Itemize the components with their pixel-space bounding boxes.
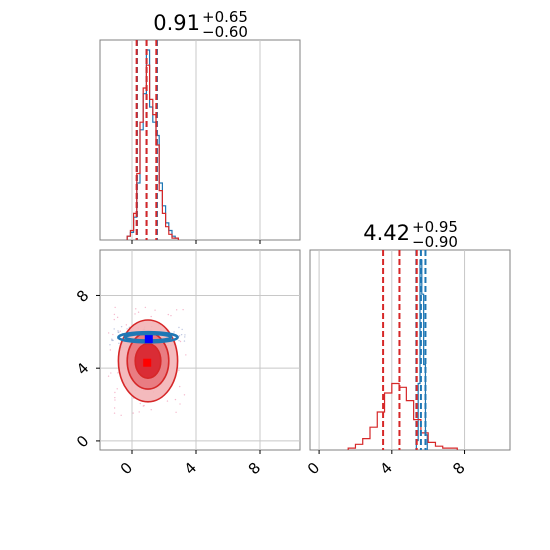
parameter-2-title-value: 4.42 bbox=[363, 221, 410, 245]
sample-point bbox=[120, 414, 122, 417]
sample-point bbox=[113, 313, 116, 316]
sample-point bbox=[119, 330, 121, 332]
sample-point bbox=[135, 308, 137, 310]
sample-point bbox=[111, 339, 113, 342]
sample-point bbox=[114, 306, 116, 309]
sample-point bbox=[139, 402, 141, 405]
sample-point bbox=[114, 391, 116, 394]
parameter-1-title-plus: +0.65 bbox=[202, 8, 248, 26]
panel-frame bbox=[99, 39, 301, 241]
sample-point bbox=[178, 339, 180, 342]
sample-point bbox=[134, 313, 136, 315]
sample-point bbox=[181, 328, 183, 331]
sample-point bbox=[144, 306, 147, 309]
sample-point bbox=[179, 403, 181, 405]
sample-point bbox=[113, 407, 116, 409]
sample-point bbox=[107, 332, 110, 334]
sample-point bbox=[182, 308, 184, 311]
x-tick-label: 4 bbox=[181, 459, 200, 478]
y-tick-label: 4 bbox=[73, 359, 92, 378]
sample-point bbox=[178, 335, 181, 337]
sample-point bbox=[183, 394, 186, 396]
sample-point bbox=[179, 340, 182, 343]
sample-point bbox=[125, 324, 128, 326]
sample-point bbox=[117, 330, 119, 332]
sample-point bbox=[116, 388, 118, 390]
sample-point bbox=[138, 411, 140, 413]
sample-point bbox=[170, 314, 172, 317]
histogram-panel-parameter-2: 0 4 8 4.42 +0.95 −0.90 bbox=[304, 218, 511, 478]
x-tick-label: 8 bbox=[449, 459, 468, 478]
y-tick-label: 8 bbox=[73, 286, 92, 305]
sample-point bbox=[110, 372, 112, 374]
sample-point bbox=[113, 328, 115, 330]
x-tick-label: 0 bbox=[117, 459, 136, 478]
parameter-2-title-minus: −0.90 bbox=[412, 233, 458, 251]
sample-point bbox=[113, 412, 116, 414]
sample-point bbox=[183, 340, 186, 342]
sample-point bbox=[167, 313, 170, 316]
sample-point bbox=[154, 309, 156, 311]
sample-point bbox=[116, 316, 119, 319]
parameter-2-title-plus: +0.95 bbox=[412, 218, 458, 236]
sample-point bbox=[118, 331, 120, 334]
x-tick-label: 4 bbox=[377, 459, 396, 478]
sample-point bbox=[114, 396, 116, 399]
sample-point bbox=[175, 309, 178, 311]
sample-point bbox=[114, 399, 116, 401]
sample-point bbox=[184, 336, 186, 338]
sample-point bbox=[173, 331, 175, 333]
y-tick-label: 0 bbox=[73, 432, 92, 451]
histogram-series-b bbox=[126, 64, 179, 240]
parameter-1-title-value: 0.91 bbox=[153, 11, 200, 35]
sample-point bbox=[107, 375, 110, 377]
sample-point bbox=[184, 334, 186, 336]
sample-point bbox=[120, 325, 123, 328]
x-tick-label: 0 bbox=[304, 459, 323, 478]
sample-point bbox=[174, 398, 177, 401]
sample-point bbox=[126, 328, 128, 330]
sample-point bbox=[112, 333, 114, 336]
sample-point bbox=[118, 342, 120, 344]
sample-point bbox=[109, 344, 111, 346]
joint-distribution-panel: 0 4 8 0 4 8 bbox=[73, 249, 301, 478]
sample-point bbox=[150, 315, 152, 318]
sample-point bbox=[109, 349, 112, 351]
sample-point bbox=[137, 311, 140, 313]
sample-point bbox=[178, 326, 180, 329]
parameter-1-title-minus: −0.60 bbox=[202, 23, 248, 41]
sample-point bbox=[150, 409, 152, 411]
sample-point bbox=[175, 411, 177, 413]
panel-frame bbox=[99, 249, 301, 451]
sample-point bbox=[185, 354, 187, 356]
sample-point bbox=[166, 400, 169, 402]
sample-point bbox=[142, 405, 144, 407]
marker-series-a bbox=[144, 335, 153, 344]
marker-series-b bbox=[143, 358, 152, 367]
histogram-panel-parameter-1: 0.91 +0.65 −0.60 bbox=[99, 8, 301, 244]
sample-point bbox=[113, 318, 115, 321]
panel-frame bbox=[309, 249, 511, 451]
sample-point bbox=[117, 372, 119, 374]
sample-point bbox=[132, 412, 134, 414]
sample-point bbox=[179, 385, 181, 388]
x-tick-label: 8 bbox=[245, 459, 264, 478]
sample-point bbox=[180, 333, 183, 336]
sample-point bbox=[178, 369, 180, 371]
